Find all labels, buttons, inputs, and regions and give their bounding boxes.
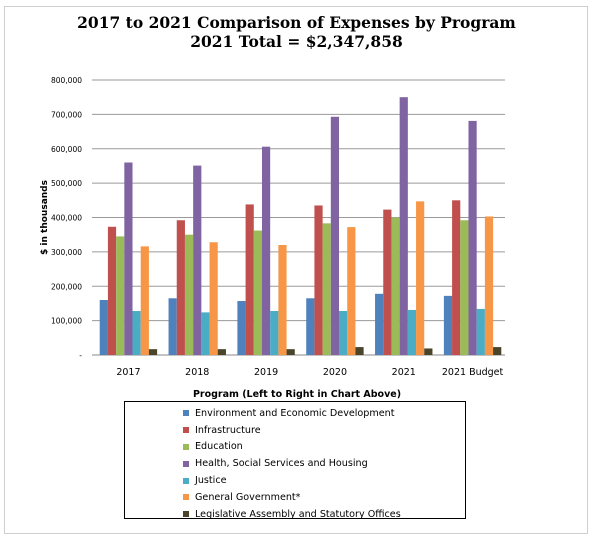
legend-swatch [183,460,189,467]
legend-item: Education [183,439,465,456]
bar [261,146,271,355]
y-tick-label: 200,000 [51,282,82,291]
chart-subtitle: 2021 Total = $2,347,858 [190,32,403,51]
bar [116,236,125,355]
x-tick-label: 2020 [323,367,347,378]
legend-swatch [183,477,189,484]
chart-title: 2017 to 2021 Comparison of Expenses by P… [77,13,516,32]
x-tick-label: 2018 [185,367,209,378]
bar [468,120,477,355]
bar [306,298,315,355]
bar [330,116,340,355]
bar [460,220,469,355]
legend-item: Environment and Economic Development [183,405,465,422]
legend-label: Environment and Economic Development [195,407,395,419]
legend-item: Justice [183,472,465,489]
y-tick-label: 500,000 [51,179,82,188]
bar [416,201,425,355]
y-tick-label: 600,000 [51,145,82,154]
x-tick-label: 2017 [116,367,140,378]
bar [476,308,485,355]
legend-swatch [183,410,189,417]
y-tick-label: 800,000 [51,76,82,85]
y-tick-label: 700,000 [51,110,82,119]
bar [347,227,356,355]
legend-label: Legislative Assembly and Statutory Offic… [195,508,401,520]
bar [168,298,177,355]
bar [391,217,400,355]
bar [140,246,149,355]
bar [493,347,502,355]
legend-swatch [183,443,189,450]
bar [184,234,194,355]
bar [383,209,392,355]
bar [278,245,287,355]
y-tick-label: 300,000 [51,248,82,257]
bar [484,216,494,355]
bar [217,349,226,355]
bar [314,205,323,355]
bar [270,311,279,355]
legend-item: Health, Social Services and Housing [183,455,465,472]
bar [399,97,408,355]
legend-swatch [183,511,189,518]
bar [286,349,295,355]
legend-item: Legislative Assembly and Statutory Offic… [183,506,465,523]
y-tick-label: 100,000 [51,317,82,326]
x-tick-label: 2019 [254,367,278,378]
legend-label: Health, Social Services and Housing [195,458,368,470]
chart-plot: - 100,000 200,000 300,000 400,000 500,000 600,… [40,76,505,400]
bar [132,311,141,355]
y-tick-label: 400,000 [51,214,82,223]
legend-swatch [183,494,189,501]
bar [245,204,254,355]
legend-label: Justice [195,475,227,487]
bar [322,223,331,355]
bar [237,301,246,355]
bar [443,295,453,355]
bar [124,162,133,355]
x-tick-label: 2021 Budget [442,367,504,378]
bar [339,311,348,355]
legend-label: Infrastructure [195,424,261,436]
bar [253,230,262,355]
legend-item: General Government* [183,489,465,506]
bar [407,309,417,355]
bar [452,200,461,355]
legend-swatch [183,427,189,434]
bar [99,300,108,355]
legend-label: General Government* [195,491,301,503]
bar [209,242,218,355]
bar [193,165,202,355]
bar [424,348,433,355]
legend-label: Education [195,441,243,453]
x-axis-title: Program (Left to Right in Chart Above) [193,389,401,400]
bar [176,220,185,355]
bar [107,226,117,355]
y-axis-title: $ in thousands [40,180,50,255]
bar [355,347,364,355]
chart-frame [4,6,588,534]
legend-item: Infrastructure [183,422,465,439]
bar [201,312,210,355]
bar [148,349,158,355]
x-tick-label: 2021 [392,367,416,378]
y-tick-label: - [79,351,82,360]
chart-legend: Environment and Economic Development Infr… [124,401,466,520]
bar [375,293,384,355]
